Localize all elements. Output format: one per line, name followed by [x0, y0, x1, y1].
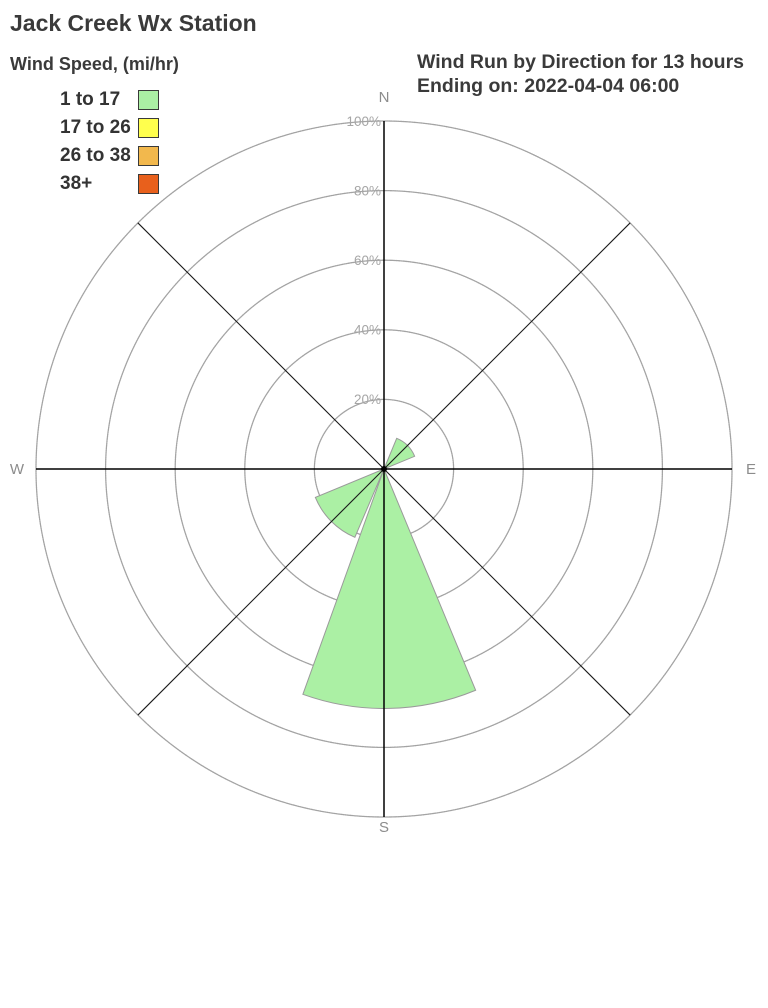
- svg-text:100%: 100%: [346, 114, 381, 129]
- svg-text:80%: 80%: [354, 184, 381, 199]
- svg-text:60%: 60%: [354, 253, 381, 268]
- svg-text:40%: 40%: [354, 323, 381, 338]
- svg-text:S: S: [379, 819, 389, 836]
- svg-text:E: E: [746, 461, 756, 478]
- svg-text:W: W: [10, 461, 25, 478]
- svg-text:20%: 20%: [354, 392, 381, 407]
- svg-text:N: N: [379, 89, 390, 106]
